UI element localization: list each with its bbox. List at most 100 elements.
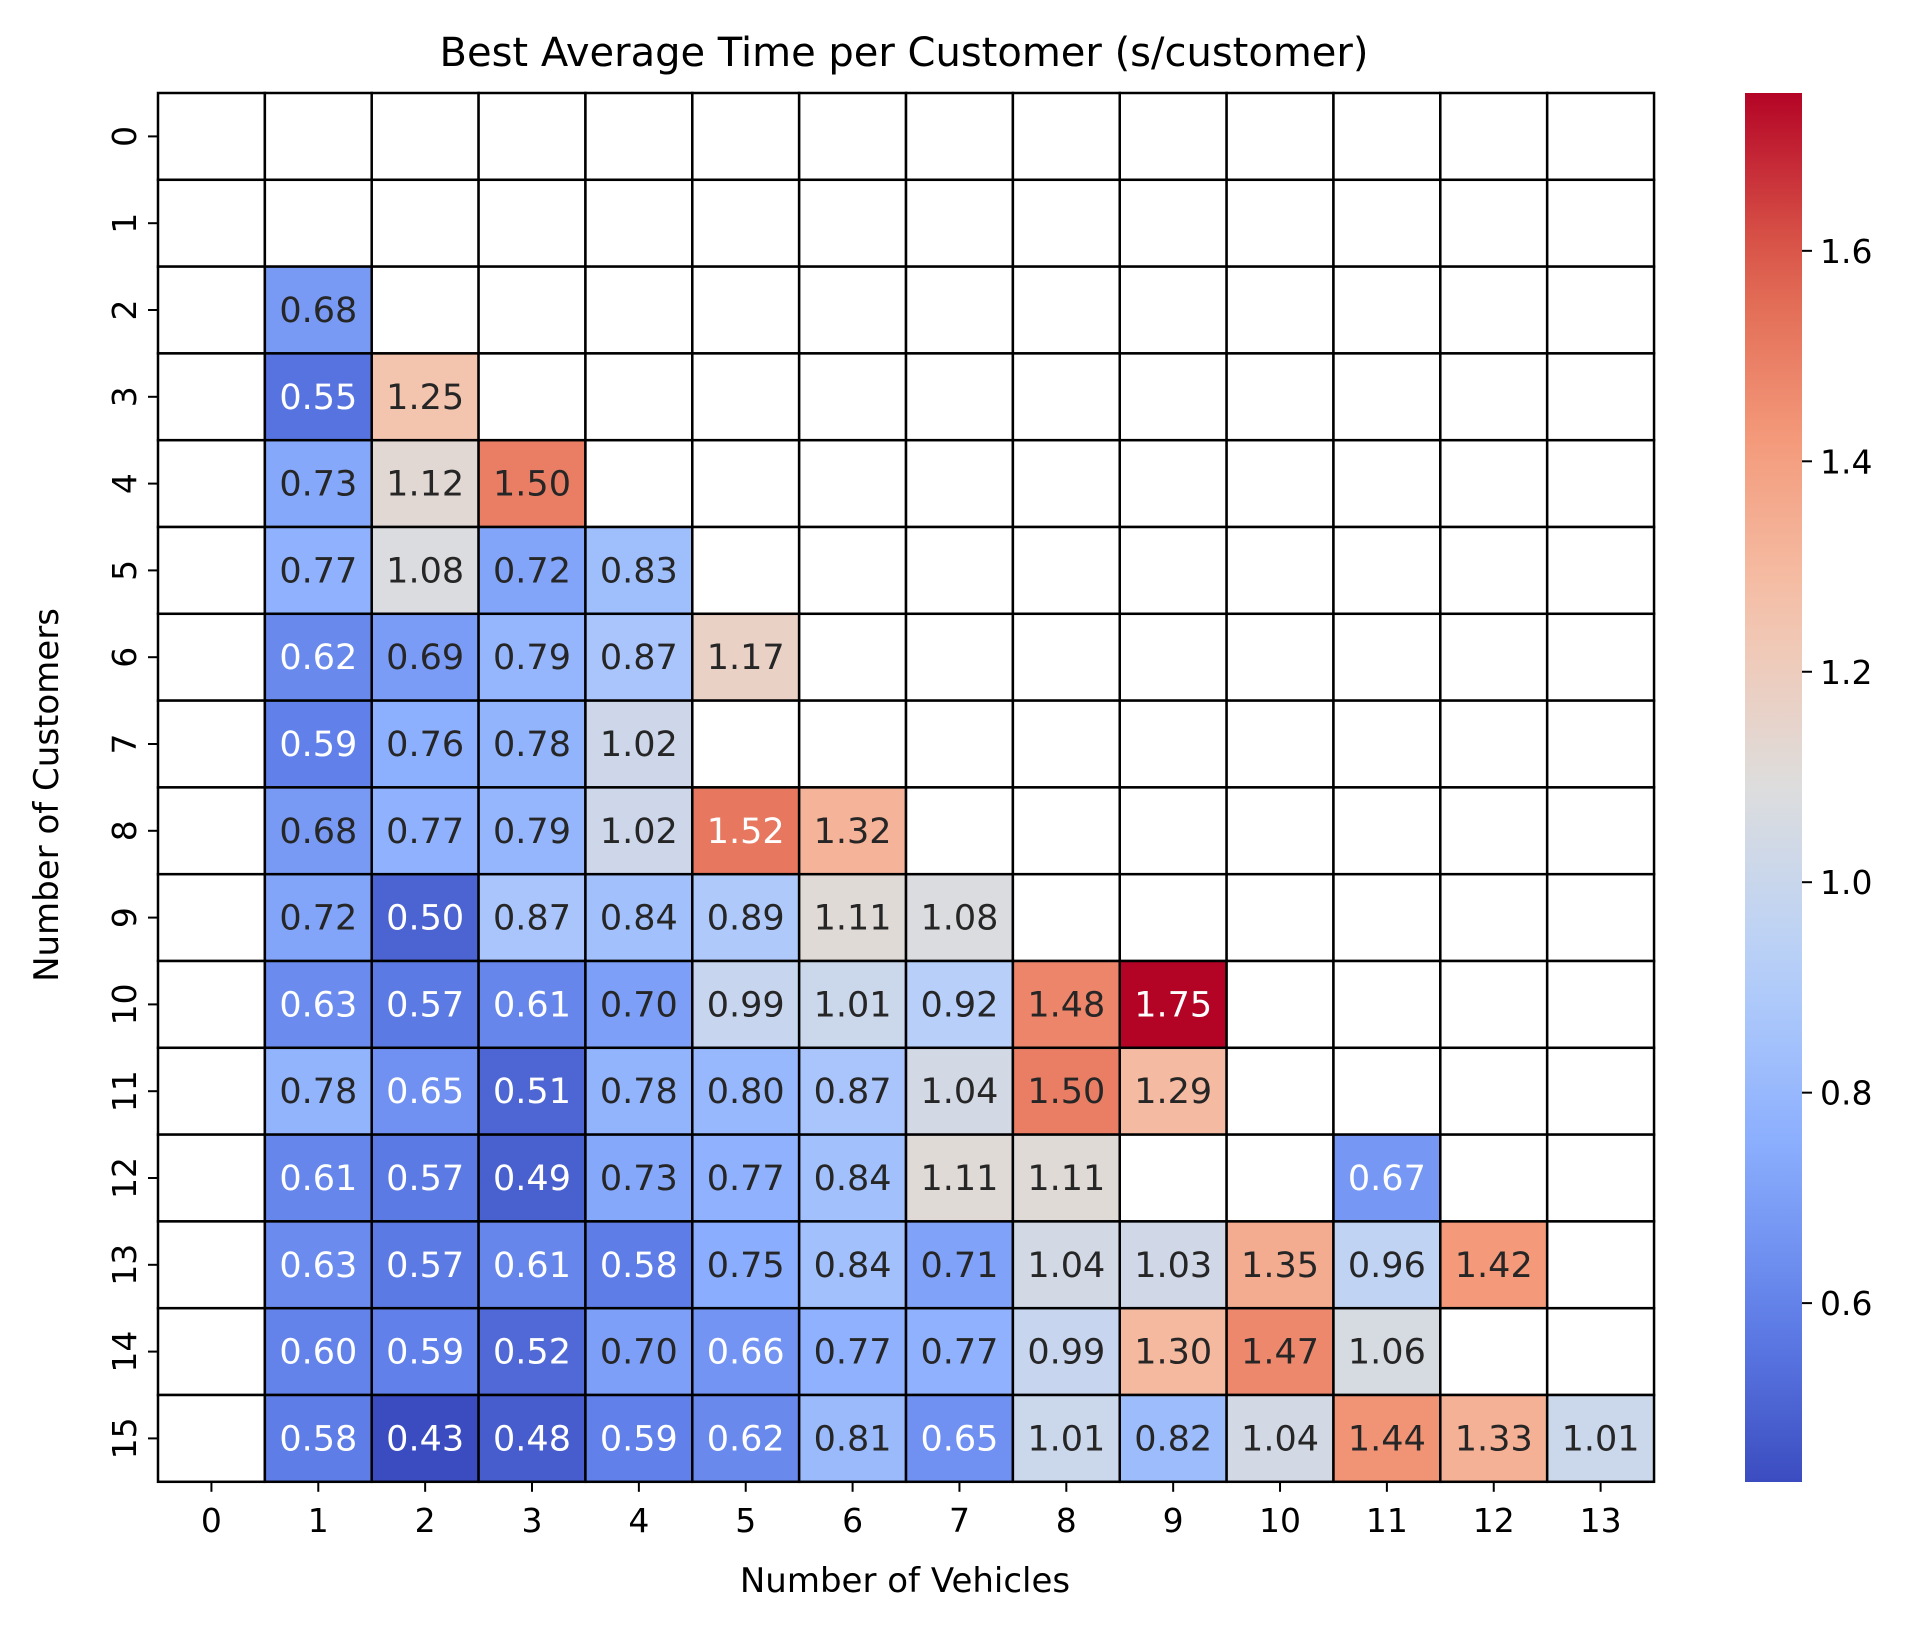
heatmap-cell bbox=[584, 178, 694, 268]
heatmap-cell bbox=[691, 438, 801, 529]
heatmap-cell bbox=[156, 525, 267, 616]
cell-value-label: 1.11 bbox=[814, 899, 892, 939]
heatmap-cell bbox=[1439, 699, 1549, 789]
heatmap-cell bbox=[1011, 1046, 1121, 1136]
y-tick-label: 3 bbox=[105, 386, 144, 407]
x-tick-label: 7 bbox=[949, 1501, 970, 1540]
y-tick-label: 9 bbox=[105, 907, 144, 928]
heatmap-cell bbox=[1225, 91, 1335, 182]
cell-value-label: 1.06 bbox=[1348, 1333, 1426, 1373]
y-tick-label: 7 bbox=[105, 734, 144, 755]
cell-value-label: 1.47 bbox=[1241, 1333, 1319, 1373]
heatmap-cell bbox=[156, 91, 267, 182]
heatmap-cell bbox=[1118, 1220, 1228, 1310]
cell-value-label: 0.84 bbox=[814, 1246, 892, 1286]
cell-value-label: 0.78 bbox=[600, 1072, 678, 1112]
heatmap-cell bbox=[1011, 438, 1121, 529]
heatmap-cell bbox=[797, 178, 908, 268]
heatmap-cell bbox=[1118, 699, 1228, 789]
cell-value-label: 1.25 bbox=[386, 378, 464, 418]
cell-value-label: 1.02 bbox=[600, 725, 678, 765]
cell-value-label: 0.77 bbox=[707, 1159, 785, 1199]
heatmap-cell bbox=[1225, 612, 1335, 702]
cell-value-label: 0.77 bbox=[814, 1333, 892, 1373]
cell-value-label: 0.89 bbox=[707, 899, 785, 939]
y-tick-label: 4 bbox=[105, 473, 144, 494]
cell-value-label: 1.04 bbox=[1241, 1419, 1319, 1459]
cell-value-label: 0.87 bbox=[493, 899, 571, 939]
heatmap-cell bbox=[797, 352, 908, 442]
cell-value-label: 0.84 bbox=[814, 1159, 892, 1199]
cell-value-label: 0.72 bbox=[279, 899, 357, 939]
heatmap-cell bbox=[584, 872, 694, 963]
x-tick-label: 2 bbox=[415, 1501, 436, 1540]
heatmap-cell bbox=[691, 1046, 801, 1136]
cell-value-label: 1.08 bbox=[920, 899, 998, 939]
cell-value-label: 0.70 bbox=[600, 985, 678, 1025]
heatmap-cell bbox=[156, 352, 267, 442]
heatmap-cell bbox=[370, 786, 480, 876]
heatmap-cell bbox=[156, 872, 267, 963]
heatmap-cell bbox=[584, 1046, 694, 1136]
cell-value-label: 0.87 bbox=[814, 1072, 892, 1112]
cell-value-label: 0.77 bbox=[386, 812, 464, 852]
heatmap-cell bbox=[1545, 1046, 1656, 1136]
cell-value-label: 0.51 bbox=[493, 1072, 571, 1112]
cell-value-label: 0.82 bbox=[1134, 1419, 1212, 1459]
heatmap-cell bbox=[1332, 91, 1442, 182]
heatmap-cell bbox=[1332, 438, 1442, 529]
x-tick-label: 11 bbox=[1366, 1501, 1408, 1540]
heatmap-cell bbox=[370, 1306, 480, 1397]
heatmap-cell bbox=[904, 1046, 1015, 1136]
heatmap-cell bbox=[691, 352, 801, 442]
cell-value-label: 0.78 bbox=[279, 1072, 357, 1112]
heatmap-cell bbox=[1118, 1046, 1228, 1136]
cell-value-label: 0.63 bbox=[279, 1246, 357, 1286]
heatmap-cell bbox=[156, 959, 267, 1050]
colorbar-tick-label: 1.0 bbox=[1820, 863, 1872, 902]
heatmap-cell bbox=[263, 1133, 373, 1223]
heatmap-cell bbox=[797, 1046, 908, 1136]
heatmap-cell bbox=[691, 699, 801, 789]
x-tick-label: 1 bbox=[308, 1501, 329, 1540]
cell-value-label: 0.61 bbox=[493, 1246, 571, 1286]
cell-value-label: 1.52 bbox=[707, 812, 785, 852]
heatmap-cell bbox=[904, 1393, 1015, 1484]
heatmap-cell bbox=[1225, 699, 1335, 789]
heatmap-cell bbox=[797, 1133, 908, 1223]
heatmap-cell bbox=[1225, 1046, 1335, 1136]
heatmap-cell bbox=[263, 1306, 373, 1397]
cell-value-label: 1.30 bbox=[1134, 1333, 1212, 1373]
heatmap-cell bbox=[370, 1220, 480, 1310]
heatmap-cells: 0.68 0.55 1.25 0.73 1.12 1.50 0.77 1.08 0.72 0.83… bbox=[156, 91, 1656, 1484]
heatmap-cell bbox=[156, 699, 267, 789]
y-tick-label: 5 bbox=[105, 560, 144, 581]
cell-value-label: 0.61 bbox=[493, 985, 571, 1025]
heatmap-cell bbox=[1545, 1133, 1656, 1223]
heatmap-cell bbox=[1225, 525, 1335, 616]
cell-value-label: 1.29 bbox=[1134, 1072, 1212, 1112]
cell-value-label: 0.57 bbox=[386, 985, 464, 1025]
y-tick-label: 14 bbox=[105, 1331, 144, 1373]
cell-value-label: 1.04 bbox=[1027, 1246, 1105, 1286]
cell-value-label: 0.78 bbox=[493, 725, 571, 765]
heatmap-cell bbox=[584, 525, 694, 616]
heatmap-cell bbox=[1332, 612, 1442, 702]
heatmap-cell bbox=[1332, 1133, 1442, 1223]
heatmap-cell bbox=[1545, 1220, 1656, 1310]
heatmap-cell bbox=[584, 786, 694, 876]
heatmap-cell bbox=[1225, 1133, 1335, 1223]
heatmap-cell bbox=[477, 1393, 587, 1484]
cell-value-label: 1.35 bbox=[1241, 1246, 1319, 1286]
heatmap-cell bbox=[477, 1133, 587, 1223]
cell-value-label: 0.61 bbox=[279, 1159, 357, 1199]
heatmap-cell bbox=[1011, 786, 1121, 876]
heatmap-cell bbox=[1225, 872, 1335, 963]
cell-value-label: 0.73 bbox=[279, 465, 357, 505]
heatmap-cell bbox=[584, 438, 694, 529]
heatmap-cell bbox=[1545, 352, 1656, 442]
heatmap-cell bbox=[370, 699, 480, 789]
x-tick-label: 13 bbox=[1580, 1501, 1622, 1540]
heatmap-cell bbox=[370, 178, 480, 268]
cell-value-label: 1.04 bbox=[920, 1072, 998, 1112]
